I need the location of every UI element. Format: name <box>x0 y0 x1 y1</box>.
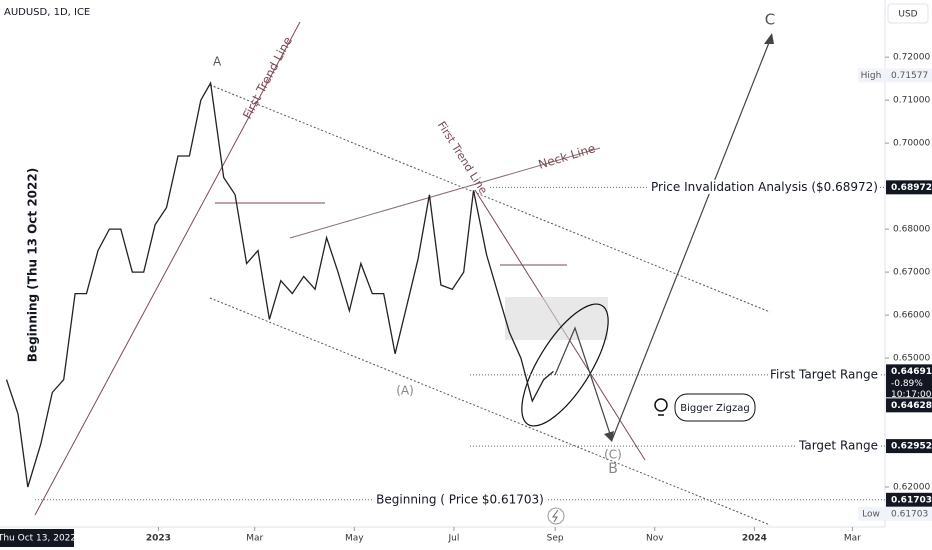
lightbulb-icon <box>654 398 668 412</box>
ellipse <box>521 303 609 427</box>
y-tick-label: 0.62000 <box>893 483 930 493</box>
x-tick-label: May <box>345 534 364 544</box>
level-label: First Target Range <box>770 367 878 381</box>
currency: USD <box>898 10 917 20</box>
beginning-label: Beginning (Thu 13 Oct 2022) <box>26 168 40 362</box>
low-tag-box <box>858 506 885 521</box>
level-label-bg <box>767 367 880 382</box>
level-label-bg <box>648 179 880 194</box>
price-line <box>5 81 554 488</box>
chart-title: AUDUSD, 1D, ICE <box>4 7 90 18</box>
price-marker-label: 0.61703 <box>891 495 932 505</box>
wave-label: (A) <box>396 384 414 398</box>
channel-line <box>209 84 771 313</box>
level-label-bg <box>796 438 880 453</box>
high-tag: High <box>861 71 882 81</box>
drawings <box>34 21 774 526</box>
wave-path <box>554 34 773 442</box>
price-marker-label: 0.62952 <box>891 442 932 452</box>
arrow-head <box>764 33 774 44</box>
icon[interactable] <box>547 507 565 525</box>
high-box <box>886 68 932 83</box>
x-tick-label: Nov <box>646 534 664 544</box>
price-marker <box>886 439 932 454</box>
wave-label: (C) <box>604 448 622 462</box>
x-tick-label: 2023 <box>146 534 171 544</box>
high-tag-box <box>858 68 885 83</box>
x-tick-label: Mar <box>844 534 861 544</box>
high-value: 0.71577 <box>891 71 928 81</box>
wave-label: B <box>608 461 618 477</box>
arrow-head <box>604 431 614 442</box>
y-tick-label: 0.67000 <box>893 268 930 278</box>
x-tick-label: Mar <box>246 534 263 544</box>
level-label: Price Invalidation Analysis ($0.68972) <box>651 180 878 194</box>
y-tick-label: 0.71000 <box>893 96 930 106</box>
y-tick-label: 0.68000 <box>893 225 930 235</box>
x-tick-label: Jul <box>448 534 460 544</box>
currency-box[interactable] <box>887 3 929 24</box>
y-tick-label: 0.65000 <box>893 354 930 364</box>
channel-line <box>209 297 771 526</box>
zone <box>505 297 608 340</box>
x-tick-label: 2024 <box>742 534 767 544</box>
current-price-box <box>886 364 932 398</box>
y-tick-label: 0.70000 <box>893 139 930 149</box>
price-marker-label: 0.68972 <box>891 183 932 193</box>
level-label: Beginning ( Price $0.61703) <box>376 492 544 506</box>
level-label: Target Range <box>798 439 878 453</box>
y-tick-label: 0.66000 <box>893 311 930 321</box>
low-value: 0.61703 <box>891 509 928 519</box>
x-tick-label: Sep <box>547 534 564 544</box>
price-change: -0.89% <box>891 379 923 389</box>
bid-box <box>886 398 932 413</box>
price-marker <box>886 492 932 507</box>
icon <box>552 509 559 523</box>
bid-price: 0.64628 <box>891 401 932 411</box>
current-price: 0.64691 <box>891 367 932 377</box>
wave-label: A <box>213 55 222 69</box>
y-tick-label: 0.72000 <box>893 53 930 63</box>
crosshair-date: Thu Oct 13, 2022 <box>0 534 76 544</box>
low-box <box>886 506 932 521</box>
wave-label: C <box>765 11 775 29</box>
note-text: Bigger Zigzag <box>680 403 749 414</box>
low-tag: Low <box>862 509 880 519</box>
note-box <box>674 393 756 422</box>
price-marker <box>886 180 932 195</box>
level-label-bg <box>374 492 546 507</box>
countdown: 10:17:00 <box>891 390 932 400</box>
trend-line <box>34 21 301 516</box>
neck-line <box>289 147 601 239</box>
crosshair-date-box <box>0 529 74 547</box>
